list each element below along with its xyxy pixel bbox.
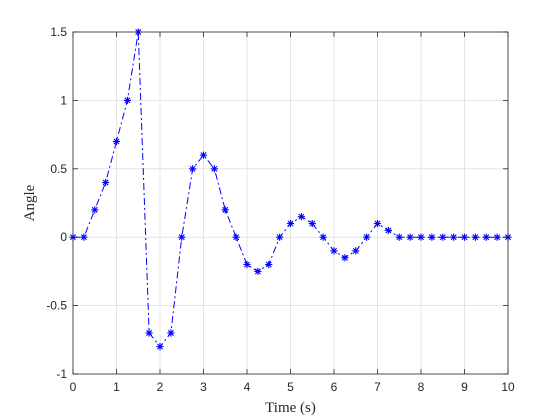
- data-point-20: [286, 219, 295, 228]
- x-tick-label-5: 5: [287, 380, 294, 394]
- x-tick-label-0: 0: [70, 380, 77, 394]
- data-point-37: [471, 233, 479, 241]
- data-point-32: [417, 233, 425, 241]
- x-tick-label-1: 1: [113, 380, 120, 394]
- data-point-1: [80, 233, 88, 241]
- data-point-22: [308, 219, 316, 228]
- x-tick-label-7: 7: [374, 380, 381, 394]
- x-tick-label-4: 4: [244, 380, 251, 394]
- data-point-10: [178, 233, 186, 241]
- y-tick-label-3: 0.5: [50, 162, 67, 176]
- data-point-33: [428, 233, 436, 241]
- grid: [72, 31, 509, 375]
- data-point-5: [123, 96, 131, 105]
- x-tick-labels: 0 1 2 3 4 5 6 7 8 9 10: [70, 380, 515, 394]
- data-point-15: [232, 233, 240, 241]
- data-point-13: [210, 165, 218, 173]
- axes: [72, 31, 509, 375]
- data-point-31: [406, 233, 414, 241]
- data-point-21: [297, 213, 305, 221]
- data-point-38: [482, 233, 490, 241]
- x-tick-label-8: 8: [418, 380, 425, 394]
- data-point-9: [167, 329, 175, 337]
- data-point-17: [254, 267, 262, 275]
- x-tick-label-2: 2: [157, 380, 164, 394]
- data-point-25: [341, 254, 349, 262]
- x-tick-label-6: 6: [331, 380, 338, 394]
- y-tick-labels: -1 -0.5 0 0.5 1 1.5: [46, 25, 67, 381]
- x-tick-label-3: 3: [200, 380, 207, 394]
- x-tick-label-9: 9: [461, 380, 468, 394]
- data-point-11: [189, 165, 197, 173]
- data-point-36: [460, 233, 469, 241]
- y-tick-label-2: 0: [60, 230, 67, 244]
- data-point-34: [439, 233, 447, 241]
- x-axis-label: Time (s): [265, 400, 316, 416]
- data-point-8: [156, 343, 164, 351]
- y-tick-label-1: -0.5: [46, 299, 67, 313]
- data-point-16: [243, 260, 251, 269]
- data-point-29: [384, 226, 392, 234]
- data-point-35: [450, 233, 458, 241]
- x-tick-label-10: 10: [501, 380, 515, 394]
- y-axis-label: Angle: [22, 184, 38, 221]
- data-point-26: [352, 247, 360, 255]
- data-point-27: [363, 233, 371, 241]
- data-point-3: [102, 178, 110, 187]
- data-point-2: [91, 206, 99, 214]
- y-tick-label-4: 1: [60, 93, 67, 107]
- y-tick-label-5: 1.5: [50, 25, 67, 39]
- data-point-12: [199, 151, 208, 159]
- data-point-23: [319, 233, 327, 241]
- data-point-39: [493, 233, 501, 241]
- data-point-14: [221, 206, 229, 214]
- data-point-19: [276, 233, 284, 241]
- data-point-28: [373, 219, 382, 228]
- y-tick-label-0: -1: [56, 367, 67, 381]
- data-point-7: [145, 329, 153, 337]
- data-point-24: [330, 247, 338, 255]
- data-point-4: [112, 137, 121, 146]
- data-point-18: [265, 260, 273, 269]
- data-point-30: [395, 233, 403, 241]
